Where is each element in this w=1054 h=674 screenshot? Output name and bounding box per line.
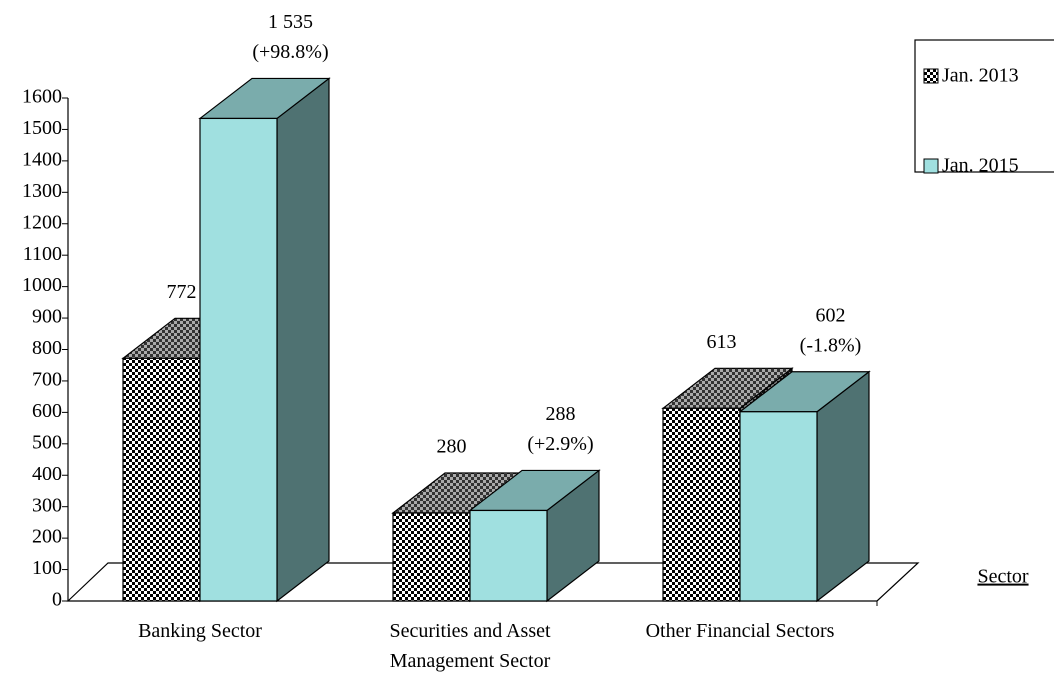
legend (914, 39, 1054, 173)
data-label: (+98.8%) (252, 41, 328, 63)
y-tick-label: 1100 (23, 243, 62, 265)
bar (392, 512, 471, 602)
bar (662, 407, 741, 602)
x-axis-label: Sector (977, 566, 1028, 588)
bar (122, 357, 201, 602)
y-tick-label: 1300 (22, 180, 62, 202)
bar (199, 117, 278, 602)
legend-swatch (923, 68, 939, 84)
y-tick-label: 600 (32, 400, 62, 422)
legend-label: Jan. 2013 (942, 65, 1019, 87)
y-tick-label: 700 (32, 369, 62, 391)
x-tick-label: Other Financial Sectors (645, 620, 835, 642)
data-label: 288 (546, 403, 576, 425)
y-tick-label: 1200 (22, 211, 62, 233)
y-tick-label: 500 (32, 431, 62, 453)
legend-swatch (923, 158, 939, 174)
y-tick-label: 400 (32, 463, 62, 485)
y-tick-label: 1500 (22, 117, 62, 139)
y-tick-label: 800 (32, 337, 62, 359)
bar (739, 411, 818, 602)
y-tick-label: 200 (32, 526, 62, 548)
x-tick-label: Banking Sector (138, 620, 262, 642)
y-tick-label: 100 (32, 557, 62, 579)
y-tick-label: 300 (32, 494, 62, 516)
x-tick-label: Securities and Asset Management Sector (389, 620, 551, 672)
bar-side (276, 77, 330, 603)
data-label: (-1.8%) (800, 334, 862, 356)
data-label: 602 (816, 304, 846, 326)
data-label: (+2.9%) (527, 433, 593, 455)
y-tick-label: 900 (32, 306, 62, 328)
y-tick-label: 1600 (22, 86, 62, 108)
data-label: 613 (707, 331, 737, 353)
y-tick-label: 0 (52, 589, 62, 611)
floor (66, 562, 920, 602)
data-label: 280 (437, 436, 467, 458)
data-label: 772 (167, 281, 197, 303)
bar (469, 509, 548, 602)
legend-label: Jan. 2015 (942, 155, 1019, 177)
data-label: 1 535 (268, 11, 313, 33)
y-tick-label: 1400 (22, 148, 62, 170)
y-tick-label: 1000 (22, 274, 62, 296)
